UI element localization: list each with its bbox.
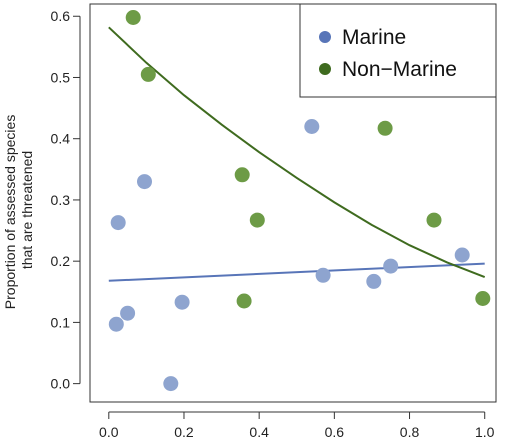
legend-box <box>299 3 497 98</box>
non-marine-point <box>475 291 491 306</box>
x-tick-label: 0.6 <box>325 424 345 440</box>
marine-point <box>315 267 331 283</box>
legend-label-non-marine: Non−Marine <box>342 58 457 81</box>
marine-point <box>163 376 179 392</box>
non-marine-point <box>249 212 265 228</box>
legend-label-marine: Marine <box>342 26 406 49</box>
x-tick-label: 0.4 <box>249 424 269 440</box>
marine-point <box>454 247 470 263</box>
marine-point <box>304 119 320 134</box>
y-tick-label: 0.5 <box>51 69 71 85</box>
non-marine-point <box>234 167 250 183</box>
y-tick-label: 0.6 <box>51 8 71 24</box>
legend-marker-marine <box>319 31 331 43</box>
non-marine-point <box>140 66 156 82</box>
y-axis-title: Proportion of assessed species that are … <box>2 111 35 309</box>
y-tick-label: 0.3 <box>51 192 71 208</box>
y-tick-label: 0.0 <box>51 376 71 392</box>
marine-point <box>137 174 152 190</box>
marine-point <box>120 305 136 321</box>
plot-frame <box>89 3 497 403</box>
legend: Marine Non−Marine <box>299 3 497 98</box>
marine-trend-line <box>108 262 485 282</box>
marine-point <box>383 258 399 274</box>
x-tick-label: 0.8 <box>400 424 420 440</box>
marine-point <box>108 316 124 332</box>
non-marine-point <box>377 120 393 136</box>
data-points <box>108 10 491 392</box>
non-marine-point <box>426 212 442 228</box>
x-tick-label: 1.0 <box>475 424 495 440</box>
marine-point <box>174 294 190 310</box>
y-tick-label: 0.1 <box>51 314 71 330</box>
legend-marker-non-marine <box>319 63 331 75</box>
y-tick-label: 0.2 <box>51 253 71 269</box>
non-marine-point <box>125 10 141 25</box>
y-axis: 0.0 0.1 0.2 0.3 0.4 0.5 0.6 <box>51 8 81 392</box>
y-tick-label: 0.4 <box>51 131 71 147</box>
non-marine-point <box>236 293 252 309</box>
x-tick-label: 0.0 <box>99 424 119 440</box>
x-axis: 0.0 0.2 0.4 0.6 0.8 1.0 <box>99 411 495 440</box>
marine-point <box>366 273 382 289</box>
marine-point <box>110 215 126 231</box>
x-tick-label: 0.2 <box>174 424 194 440</box>
trend-lines <box>108 26 486 282</box>
non-marine-trend-line <box>108 26 486 279</box>
